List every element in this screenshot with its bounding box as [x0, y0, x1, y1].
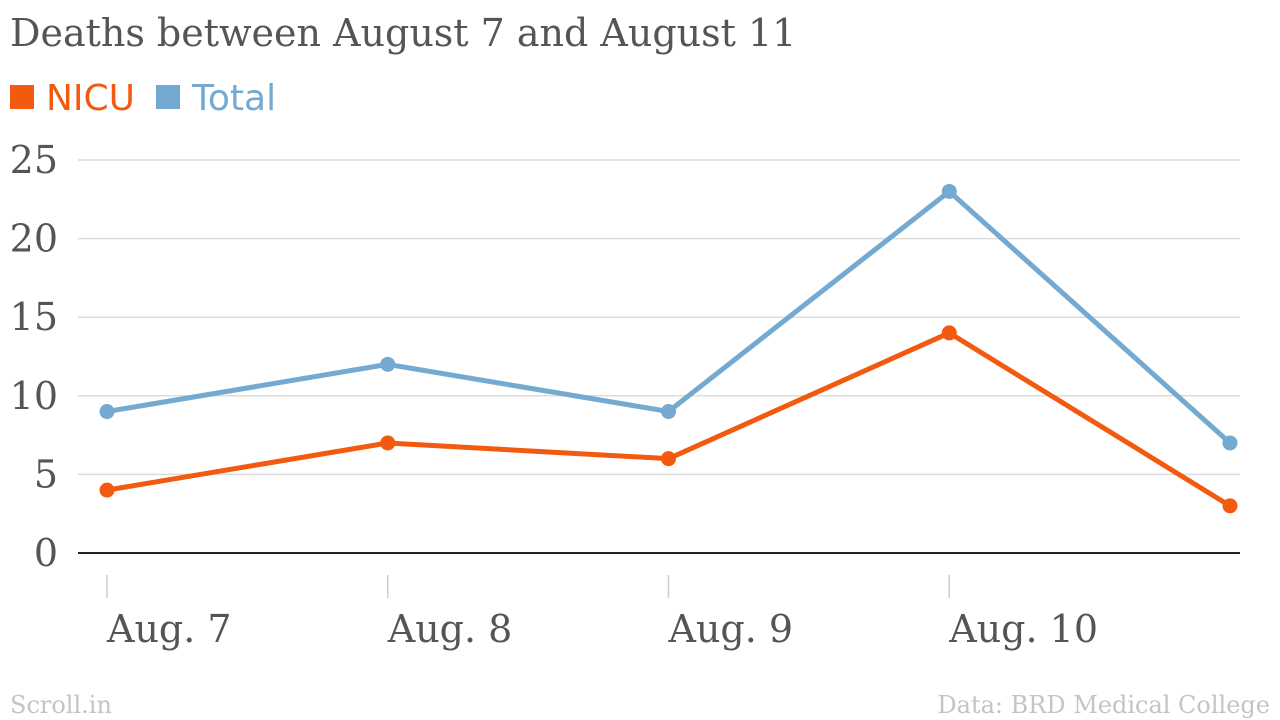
x-axis-ticks: Aug. 7 Aug. 8 Aug. 9 Aug. 10: [106, 575, 1098, 651]
data-point-total: [99, 404, 115, 420]
footer-source-right: Data: BRD Medical College: [937, 691, 1270, 719]
x-tick-label: Aug. 8: [387, 607, 513, 651]
y-tick-label: 0: [34, 531, 58, 575]
legend-label-total: Total: [191, 78, 276, 119]
legend-swatch-total: [156, 85, 180, 109]
x-tick-label: Aug. 7: [106, 607, 232, 651]
legend-swatch-nicu: [10, 85, 34, 109]
series-points: [99, 183, 1238, 514]
data-point-nicu: [99, 482, 115, 498]
grid-lines: [78, 159, 1240, 554]
data-point-total: [1222, 435, 1238, 451]
y-axis-ticks: 0 5 10 15 20 25: [10, 138, 58, 575]
chart-title: Deaths between August 7 and August 11: [10, 11, 796, 55]
y-tick-label: 20: [10, 217, 58, 261]
data-point-nicu: [380, 435, 396, 451]
data-point-nicu: [941, 325, 957, 341]
series-line-nicu: [104, 330, 1233, 509]
legend-label-nicu: NICU: [46, 78, 135, 119]
x-tick-label: Aug. 10: [948, 607, 1098, 651]
data-point-total: [661, 404, 676, 420]
x-tick-label: Aug. 9: [668, 607, 794, 651]
data-point-total: [941, 183, 957, 199]
y-tick-label: 10: [10, 374, 58, 418]
footer-source-left: Scroll.in: [10, 691, 112, 719]
y-tick-label: 15: [10, 295, 58, 339]
data-point-total: [380, 356, 396, 372]
data-point-nicu: [1222, 498, 1238, 514]
y-tick-label: 5: [34, 452, 58, 496]
data-point-nicu: [661, 451, 676, 467]
chart-legend: NICU Total: [10, 78, 276, 119]
y-tick-label: 25: [10, 138, 58, 182]
